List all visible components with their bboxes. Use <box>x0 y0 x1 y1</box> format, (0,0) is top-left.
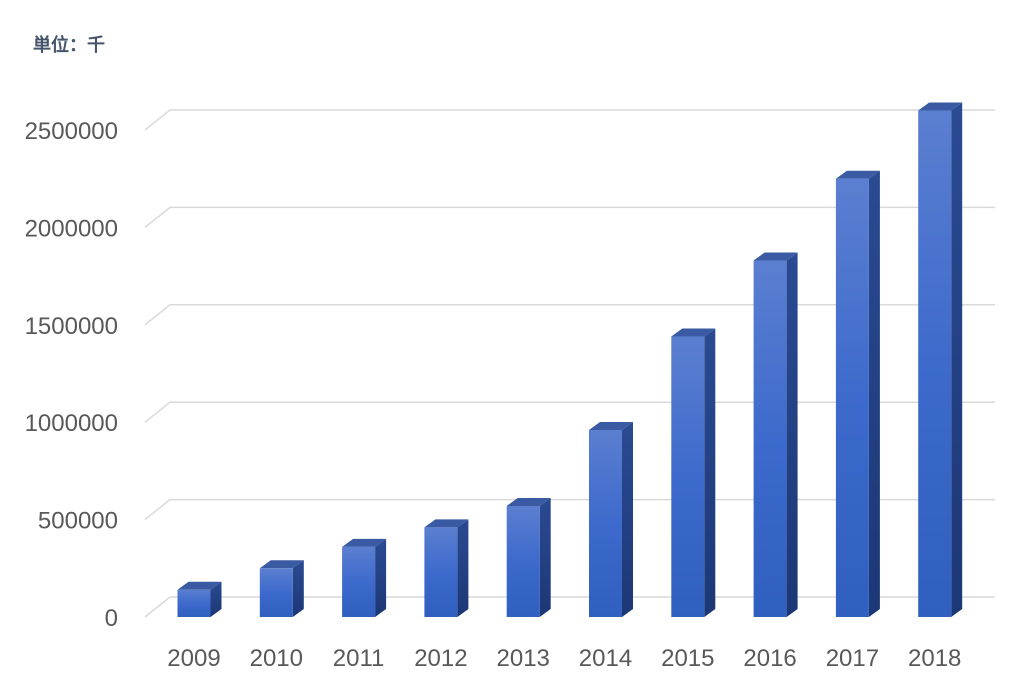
bar-side <box>951 102 963 617</box>
bar-2009 <box>177 581 222 617</box>
bar-top <box>177 581 222 590</box>
y-tick-label: 2500000 <box>25 118 118 145</box>
bar-2012 <box>424 519 469 617</box>
bar-side <box>292 560 304 617</box>
bar-top <box>753 252 798 261</box>
x-tick-label: 2009 <box>167 645 220 672</box>
unit-label: 単位：千 <box>33 34 105 56</box>
bar-top <box>589 421 633 430</box>
gridlines <box>144 109 995 618</box>
bar-front <box>342 546 376 617</box>
y-axis-ticks: 0 500000 1000000 1500000 2000000 2500000 <box>25 118 118 632</box>
bar-side <box>704 328 716 617</box>
y-tick-label: 1000000 <box>25 410 118 437</box>
x-tick-label: 2017 <box>826 645 879 672</box>
y-tick-label: 1500000 <box>25 313 118 340</box>
x-tick-label: 2015 <box>661 645 714 672</box>
bar-2011 <box>342 538 387 617</box>
bar-front <box>835 178 869 617</box>
bar-top <box>835 170 880 179</box>
bar-side <box>622 421 633 617</box>
bar-top <box>506 497 551 506</box>
x-tick-label: 2016 <box>743 645 796 672</box>
bar-top <box>342 538 387 547</box>
y-tick-label: 2000000 <box>25 215 118 242</box>
bar-top <box>424 519 469 528</box>
gridline <box>144 109 995 131</box>
gridline <box>144 206 995 228</box>
bar-front <box>671 336 705 617</box>
bar-front <box>259 568 293 617</box>
bar-side <box>786 252 798 618</box>
bar-front <box>506 505 540 617</box>
x-tick-label: 2012 <box>414 645 467 672</box>
bar-front <box>177 589 211 617</box>
x-tick-label: 2013 <box>497 645 550 672</box>
bar-2010 <box>259 560 304 617</box>
y-tick-label: 500000 <box>38 508 118 535</box>
x-tick-label: 2014 <box>579 645 632 672</box>
x-tick-label: 2011 <box>333 645 385 672</box>
bar-front <box>753 260 787 617</box>
bar-2013 <box>506 497 551 617</box>
bar-2015 <box>671 328 716 617</box>
y-tick-label: 0 <box>105 605 118 632</box>
bar-2017 <box>835 170 880 617</box>
x-tick-label: 2018 <box>908 645 961 672</box>
bar-top <box>259 560 304 569</box>
gridline <box>144 498 995 521</box>
bar-2014 <box>589 421 633 617</box>
bar-top <box>671 328 716 337</box>
gridline <box>144 401 995 423</box>
bar-2018 <box>918 102 963 618</box>
x-axis-ticks: 2009 2010 2011 2012 2013 2014 2015 2016 2017 2018 <box>167 645 961 672</box>
bar-side <box>210 581 222 617</box>
bar-side <box>539 497 551 617</box>
bar-front <box>424 527 458 617</box>
bar-front <box>918 110 952 618</box>
gridline <box>144 304 995 326</box>
bar-front <box>589 429 622 617</box>
bars <box>177 102 963 618</box>
x-tick-label: 2010 <box>250 645 303 672</box>
bar-side <box>868 170 880 617</box>
bar-side <box>457 519 469 617</box>
bar-top <box>918 102 963 111</box>
bar-2016 <box>753 252 798 618</box>
bar-side <box>375 538 387 617</box>
gridline <box>144 596 995 618</box>
